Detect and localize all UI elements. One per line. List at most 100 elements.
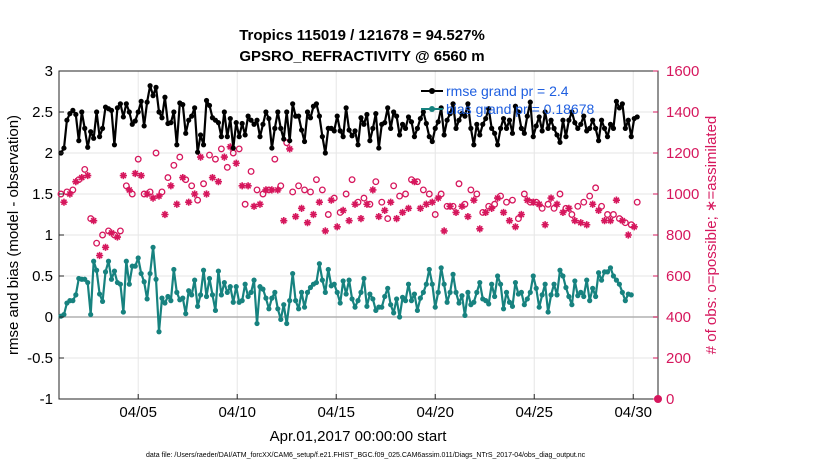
rmse-point <box>85 144 91 150</box>
obs-assimilated-point <box>131 169 139 178</box>
obs-assimilated-point <box>315 198 323 206</box>
rmse-point <box>126 109 132 115</box>
rmse-point <box>474 121 480 127</box>
bias-point <box>144 296 150 302</box>
chart-subtitle: GPSRO_REFRACTIVITY @ 6560 m <box>239 48 484 65</box>
rmse-point <box>376 145 382 151</box>
bias-point <box>414 307 421 314</box>
footnote: data file: /Users/raeder/DAI/ATM_forcXX/… <box>146 452 586 459</box>
rmse-point <box>595 138 602 144</box>
rmse-point <box>509 130 516 136</box>
obs-possible-point <box>532 198 540 206</box>
rmse-point <box>489 125 495 131</box>
rmse-point <box>114 105 121 111</box>
rmse-point <box>94 109 100 115</box>
bias-point <box>331 281 337 287</box>
bias-point <box>186 288 192 294</box>
obs-assimilated-point <box>256 200 264 208</box>
bias-point <box>595 270 602 276</box>
rmse-point <box>394 113 400 119</box>
bias-point <box>132 263 138 269</box>
bias-point <box>628 292 634 298</box>
bias-point <box>290 270 296 277</box>
obs-assimilated-point <box>369 186 377 194</box>
obs-possible-point <box>188 182 196 190</box>
obs-assimilated-point <box>292 212 300 221</box>
bias-point <box>352 304 358 310</box>
rmse-point <box>251 121 257 127</box>
bias-point <box>254 320 260 327</box>
bias-point <box>441 281 447 287</box>
bias-point <box>322 289 328 295</box>
obs-assimilated-point <box>303 219 312 227</box>
rmse-point <box>150 93 156 99</box>
obs-possible-point <box>140 190 148 198</box>
obs-possible-point <box>633 198 641 206</box>
rmse-point <box>450 101 456 107</box>
obs-possible-point <box>491 200 499 208</box>
obs-assimilated-point <box>66 190 74 198</box>
obs-assimilated-point <box>113 233 122 241</box>
obs-possible-point <box>408 176 415 184</box>
bias-point <box>604 269 611 275</box>
rmse-point <box>367 138 373 144</box>
rmse-point <box>548 117 554 123</box>
rmse-point <box>483 115 489 122</box>
obs-assimilated-point <box>155 192 163 200</box>
obs-assimilated-point <box>589 200 597 208</box>
rmse-point <box>515 109 521 115</box>
obs-assimilated-point <box>505 217 514 225</box>
rmse-point <box>73 111 79 118</box>
rmse-point <box>254 117 260 123</box>
obs-assimilated-point <box>167 182 175 190</box>
rmse-point <box>263 109 269 115</box>
obs-assimilated-point <box>214 178 223 186</box>
obs-possible-point <box>449 202 457 210</box>
obs-possible-point <box>146 188 154 196</box>
bias-point <box>189 292 195 298</box>
rmse-point <box>322 150 328 156</box>
obs-assimilated-point <box>375 212 383 221</box>
obs-possible-point <box>134 155 142 163</box>
bias-point <box>70 298 76 304</box>
obs-assimilated-point <box>173 200 181 208</box>
obs-possible-point <box>467 186 475 194</box>
rmse-point <box>230 145 236 151</box>
bias-point <box>435 289 441 295</box>
bias-point <box>370 296 376 302</box>
chart-title: Tropics 115019 / 121678 = 94.527% <box>239 27 485 44</box>
bias-point <box>287 298 293 304</box>
bias-point <box>527 289 533 295</box>
rmse-point <box>385 105 391 111</box>
rmse-point <box>316 113 322 119</box>
rmse-point <box>195 149 201 155</box>
rmse-point <box>260 121 266 127</box>
bias-point <box>560 273 566 279</box>
bias-point <box>495 273 501 279</box>
obs-assimilated-point <box>220 153 228 161</box>
obs-possible-point <box>289 188 297 196</box>
rmse-point <box>99 125 106 131</box>
rmse-point <box>117 101 123 107</box>
bias-point <box>117 281 123 287</box>
bias-point <box>503 289 510 295</box>
rmse-point <box>616 105 622 111</box>
bias-point <box>593 293 599 300</box>
obs-possible-point <box>122 182 130 190</box>
obs-possible-point <box>170 161 178 169</box>
bias-point <box>337 300 343 306</box>
obs-assimilated-point <box>553 200 561 208</box>
obs-possible-point <box>425 190 433 198</box>
rmse-point <box>159 115 165 121</box>
obs-assimilated-point <box>333 223 341 231</box>
obs-assimilated-point <box>250 202 258 210</box>
bias-point <box>539 292 545 298</box>
obs-assimilated-point <box>357 215 365 223</box>
series-obs-assimilated <box>60 143 638 260</box>
y2-tick-label: 1400 <box>666 104 699 121</box>
obs-assimilated-point <box>494 194 502 202</box>
obs-possible-point <box>390 182 398 190</box>
bias-point <box>489 281 495 287</box>
bias-point <box>61 311 67 318</box>
rmse-point <box>563 134 569 140</box>
